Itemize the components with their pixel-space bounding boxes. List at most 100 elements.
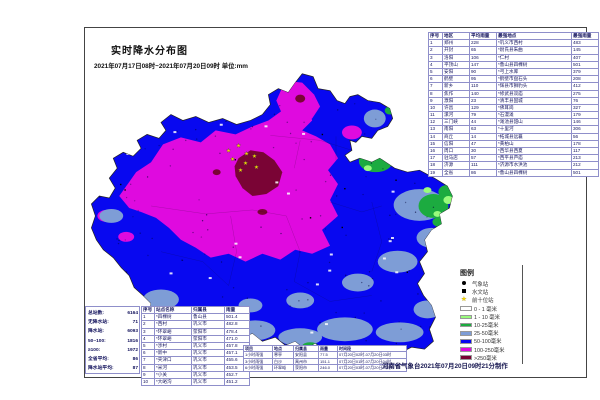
- table-cell: 501: [571, 168, 599, 177]
- table-cell: 179: [571, 111, 599, 120]
- table-header-row: 序号 地区 平均雨量 最强地点 最强雨量: [428, 31, 599, 41]
- stat-label: 降水站:: [88, 329, 104, 335]
- table-cell: *辉县市狮豹头: [496, 82, 572, 91]
- table-cell: *渑池县韶山: [496, 118, 572, 127]
- table-cell: 10: [428, 103, 443, 113]
- table-row: 7 *夹津口 巩义市 455.6: [141, 356, 250, 365]
- legend-class-label: 25-50毫米: [474, 331, 499, 338]
- table-cell: *佛耳岗: [496, 103, 572, 113]
- table-cell: 76: [571, 96, 599, 105]
- table-cell: 407: [571, 53, 599, 62]
- column-header: 序号: [428, 31, 443, 41]
- hydro-station-icon: [462, 289, 466, 294]
- table-cell: 全省: [442, 168, 470, 177]
- legend-class-label: 10-25毫米: [474, 323, 499, 330]
- henan-precipitation-map: ★★★ ★★★ ★ ★: [91, 73, 453, 354]
- top10-star-icons: ★★★ ★★★ ★ ★: [226, 142, 259, 174]
- table-cell: 7: [428, 82, 443, 91]
- figure-frame: ★ ★ ★ ★ ★ ★ ★ ★ 实时降水分布图 2021年07月17日08时~2021年0…: [84, 27, 599, 387]
- stat-row: 总站数: 6164: [88, 309, 138, 318]
- table-cell: 三门峡: [442, 118, 470, 127]
- table-cell: 86: [469, 168, 497, 177]
- table-cell: *西村: [154, 320, 192, 329]
- svg-text:★: ★: [230, 156, 235, 163]
- table-cell: 79: [469, 111, 497, 120]
- table-cell: 07月20日02时-07月20日03时: [337, 351, 407, 359]
- table-cell: *修武县双庙: [496, 89, 572, 98]
- legend-swatch: [460, 330, 472, 336]
- table-cell: 57: [469, 154, 497, 163]
- stat-label: 全省平均:: [88, 357, 109, 363]
- zone-over-250mm: [212, 94, 306, 215]
- stat-label: 降水站平均:: [88, 366, 114, 372]
- table-cell: 12: [428, 118, 443, 127]
- table-cell: 246.0: [318, 364, 338, 372]
- table-cell: 63: [469, 125, 497, 134]
- table-cell: 焦作: [442, 89, 470, 98]
- table-cell: 16: [428, 146, 443, 156]
- table-cell: 208: [571, 75, 599, 84]
- table-cell: 478.4: [224, 327, 250, 336]
- table-cell: 451.2: [224, 377, 250, 387]
- table-cell: 19: [428, 168, 443, 177]
- table-cell: 44: [469, 118, 497, 127]
- table-cell: 许昌: [442, 103, 470, 113]
- table-cell: 379: [571, 67, 599, 77]
- table-row: 5 *涉村 巩义市 457.8: [141, 341, 250, 351]
- table-row: 3 洛阳 106 *仁村 407: [428, 53, 599, 62]
- stat-label: 50~100:: [88, 338, 106, 344]
- table-row: 6 *新中 巩义市 457.1: [141, 349, 250, 358]
- legend: 图例 气象站 水文站 ★ 前十位站 0 - 1 毫米 1 - 10 毫米 10-25…: [456, 265, 523, 364]
- table-cell: 济源: [442, 161, 470, 170]
- table-row: 15 信阳 47 *黄柏山 178: [428, 139, 599, 149]
- table-cell: 南阳: [442, 125, 470, 134]
- table-row: 17 驻马店 57 *西平县芦庙 213: [428, 154, 599, 163]
- table-cell: 147: [469, 60, 497, 69]
- table-cell: 452.7: [224, 370, 250, 379]
- table-cell: 巩义市: [191, 356, 225, 365]
- stat-row: 降水站平均: 87: [88, 364, 138, 373]
- table-cell: *弓上水库: [496, 67, 572, 77]
- table-cell: *仁村: [496, 53, 572, 62]
- stat-value: 1972: [127, 347, 138, 353]
- table-cell: 90: [469, 67, 497, 77]
- table-row: 4 *环翠峪 荥阳市 471.0: [141, 334, 250, 343]
- table-cell: *巩义市西村: [496, 39, 572, 48]
- table-row: 9 *小关 巩义市 452.7: [141, 370, 250, 379]
- region-rainfall-table: 序号 地区 平均雨量 最强地点 最强雨量 1 郑州 228 *巩义市西村 483 2 开封 65 *尉氏县…: [428, 31, 599, 177]
- table-cell: 65: [469, 46, 497, 55]
- table-cell: 471.0: [224, 334, 250, 343]
- table-cell: 6: [141, 349, 155, 358]
- svg-text:★: ★: [238, 167, 243, 174]
- table-cell: 8: [428, 89, 443, 98]
- table-cell: *环翠峪: [154, 334, 192, 343]
- table-cell: *尉氏县朱曲: [496, 46, 572, 55]
- stat-row: 无降水站: 71: [88, 318, 138, 327]
- table-cell: *石漫滩: [496, 111, 572, 120]
- table-header-row: 项目 地点 归属县 雨量 时间段: [243, 344, 407, 353]
- table-cell: 9: [141, 370, 155, 379]
- table-cell: 3: [428, 53, 443, 62]
- table-cell: 濮阳: [442, 96, 470, 105]
- table-cell: 129: [469, 103, 497, 113]
- table-row: 10 *大峪沟 巩义市 451.2: [141, 377, 250, 387]
- star-icon: ★: [461, 296, 467, 304]
- table-cell: 鲁山县: [191, 313, 225, 322]
- table-cell: 巩义市: [191, 341, 225, 351]
- table-cell: 13: [428, 125, 443, 134]
- column-header: 雨量: [224, 305, 250, 315]
- table-row: 3 *环翠峪 荥阳市 478.4: [141, 327, 250, 336]
- table-cell: 环翠峪: [272, 364, 294, 372]
- table-cell: 3: [141, 327, 155, 336]
- stat-row: 50~100: 1816: [88, 337, 138, 346]
- table-cell: 2: [141, 320, 155, 329]
- legend-label: 气象站: [472, 282, 489, 289]
- table-cell: *西平县芦庙: [496, 154, 572, 163]
- table-cell: 鹤壁: [442, 75, 470, 84]
- table-cell: 501: [571, 60, 599, 69]
- legend-swatch: [460, 306, 472, 311]
- table-cell: 巩义市: [191, 377, 225, 387]
- table-cell: *夹津口: [154, 356, 192, 365]
- stat-value: 6093: [127, 329, 138, 335]
